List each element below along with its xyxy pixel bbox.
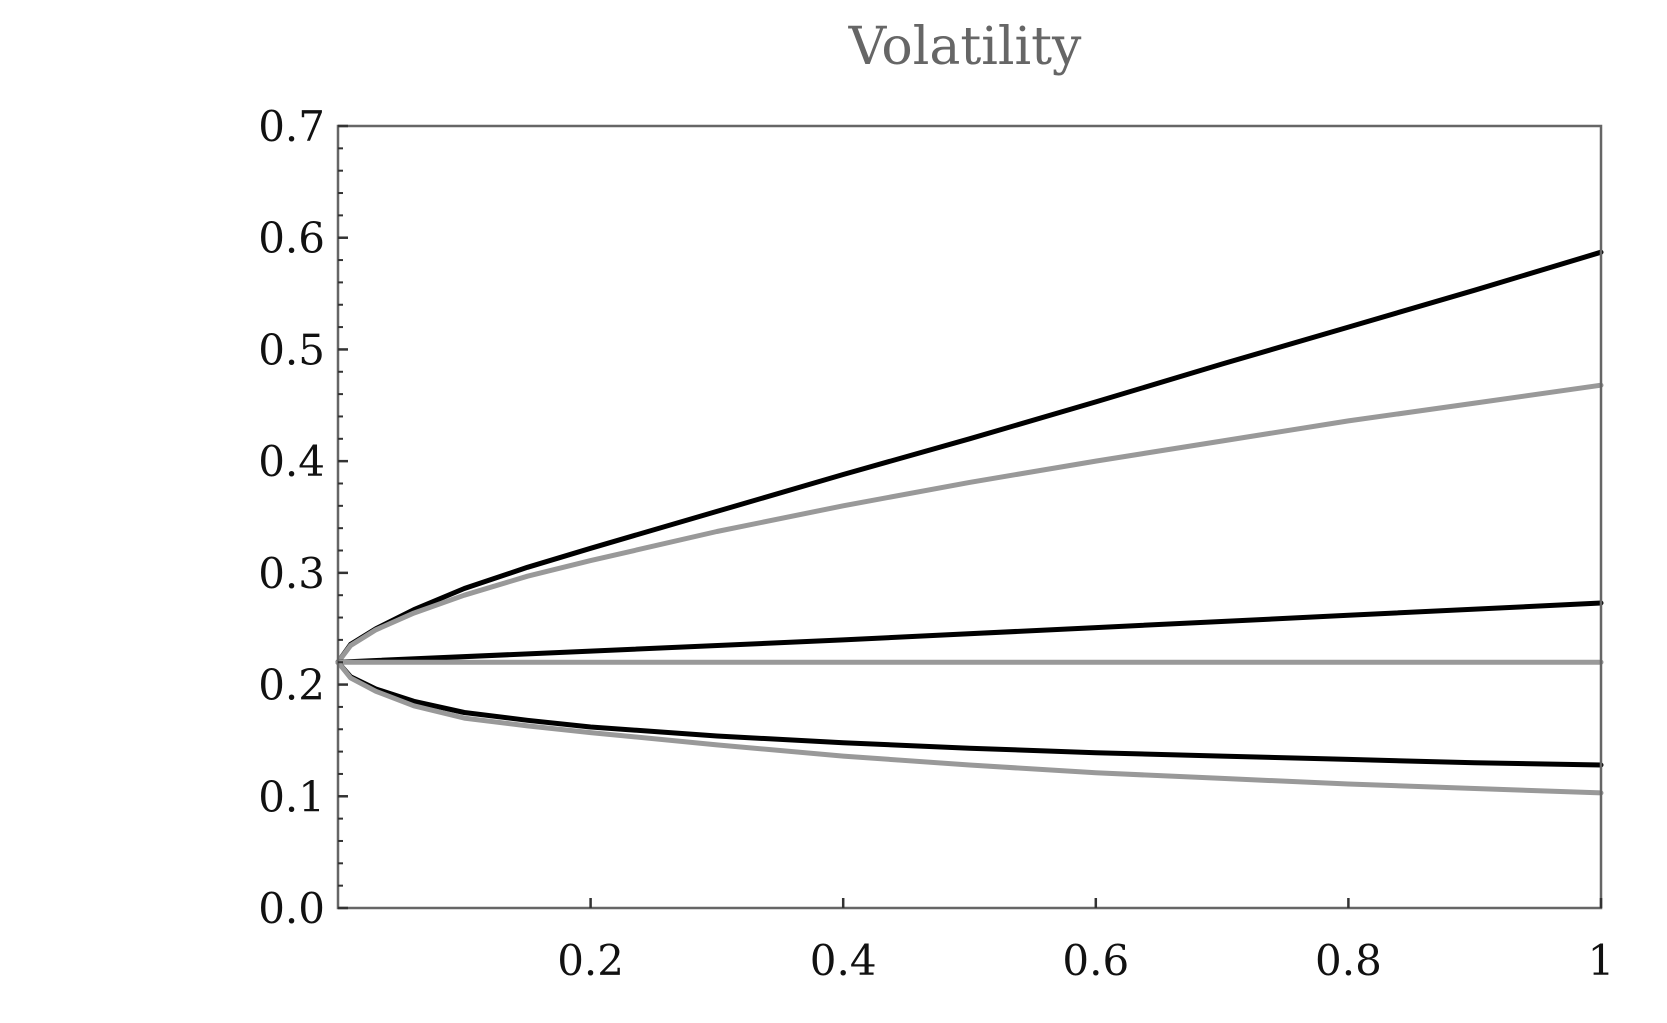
y-tick-label: 0.5 [258, 325, 325, 374]
series-line-3 [335, 600, 1604, 665]
x-tick-label: 0.2 [557, 936, 624, 985]
chart-title: Volatility [848, 17, 1082, 77]
series-line-1 [335, 249, 1604, 665]
series-line-2 [335, 382, 1604, 665]
y-tick-label: 0.4 [258, 437, 325, 486]
y-tick-label: 0.2 [258, 661, 325, 710]
y-tick-label: 0.1 [258, 772, 325, 821]
plot-frame [336, 124, 1603, 910]
x-axis: 0.2 0.4 0.6 0.8 1 [557, 898, 1614, 985]
series-line-5 [335, 659, 1604, 768]
x-tick-label: 0.4 [810, 936, 877, 985]
y-tick-label: 0.3 [258, 549, 325, 598]
y-tick-label: 0.0 [258, 884, 325, 933]
x-tick-label: 0.6 [1062, 936, 1129, 985]
y-tick-label: 0.7 [258, 102, 325, 151]
series-line-6 [335, 659, 1604, 796]
y-tick-label: 0.6 [258, 214, 325, 263]
series-layer [335, 249, 1604, 796]
x-tick-label: 0.8 [1315, 936, 1382, 985]
y-axis: 0.0 0.1 0.2 0.3 0.4 0.5 0.6 0.7 [258, 102, 348, 933]
x-tick-label: 1 [1588, 936, 1615, 985]
